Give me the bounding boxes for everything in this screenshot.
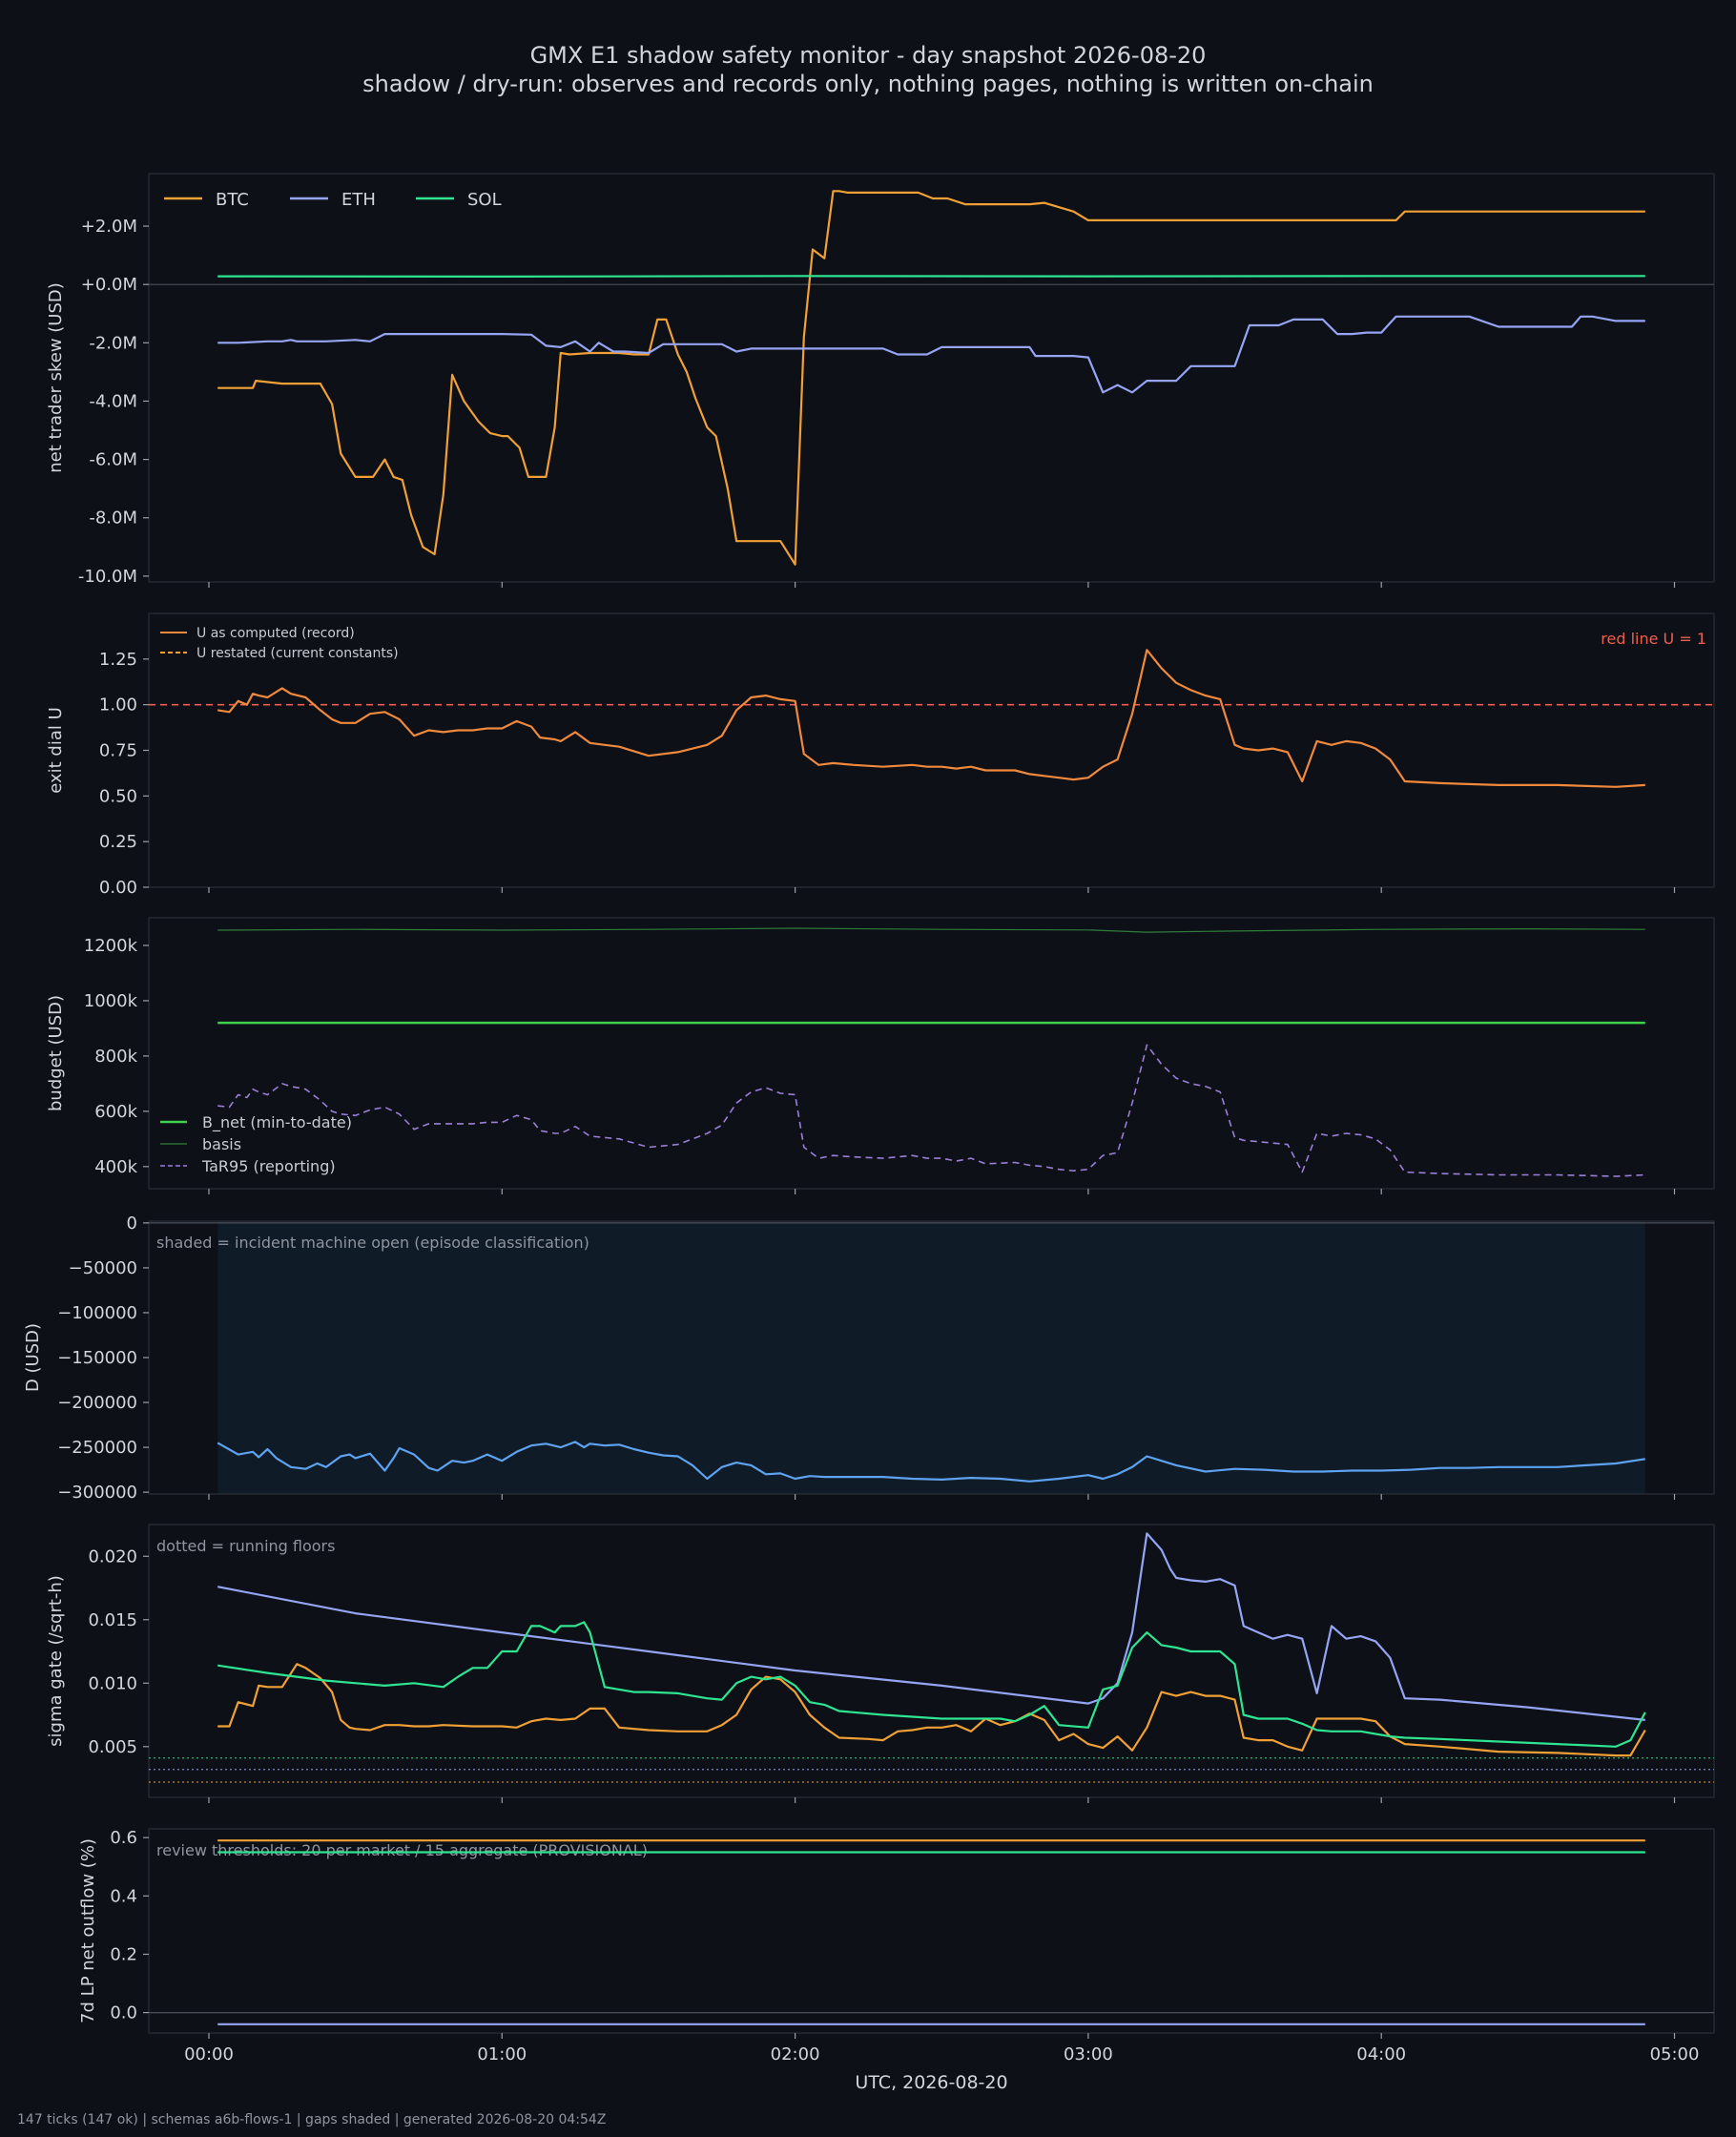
y-axis-label: net trader skew (USD) [46, 282, 66, 473]
panel-annotation: review thresholds: 20 per market / 15 ag… [156, 1841, 648, 1859]
y-tick-label: 400k [94, 1157, 137, 1177]
series-line-sigma-0 [217, 1663, 1646, 1757]
y-tick-label: 0 [127, 1214, 137, 1234]
panel-exit_dial: 0.00 0.25 0.50 0.75 1.00 1.25 exit dial U red l… [46, 612, 1715, 898]
y-tick-label: −50000 [69, 1258, 137, 1278]
y-tick-label: -8.0M [89, 508, 137, 529]
y-tick-label: -6.0M [89, 450, 137, 470]
chart-title: GMX E1 shadow safety monitor - day snaps… [529, 42, 1207, 69]
legend-label: basis [202, 1135, 241, 1153]
legend-label: U as computed (record) [196, 626, 355, 641]
series-line-skew-2 [217, 275, 1645, 278]
series-line-skew-0 [217, 190, 1645, 566]
y-tick-label: 0.75 [99, 741, 137, 761]
panel-sigma: 0.005 0.010 0.015 0.020 sigma gate (/sqrt-h)… [46, 1524, 1715, 1803]
y-tick-label: 0.50 [99, 786, 137, 806]
panel-annotation: shaded = incident machine open (episode … [156, 1234, 589, 1252]
y-tick-label: 1200k [84, 936, 138, 956]
y-tick-label: 0.015 [88, 1610, 137, 1630]
panel-annotation: dotted = running floors [156, 1537, 335, 1555]
series-line-sigma-1 [217, 1532, 1645, 1721]
y-tick-label: 0.2 [110, 1944, 137, 1964]
y-tick-label: 0.6 [110, 1828, 137, 1848]
y-tick-label: −100000 [57, 1303, 137, 1323]
threshold-label: red line U = 1 [1601, 630, 1706, 648]
y-tick-label: 0.010 [88, 1673, 137, 1693]
series-line-sigma-2 [217, 1621, 1646, 1748]
y-tick-label: 0.0 [110, 2003, 137, 2023]
x-tick-label: 02:00 [771, 2044, 820, 2064]
series-line-budget-1 [217, 927, 1645, 933]
y-axis-label: budget (USD) [46, 995, 66, 1111]
x-tick-label: 04:00 [1356, 2044, 1406, 2064]
series-line-budget-2 [217, 1044, 1645, 1177]
series-line-d-0 [217, 1441, 1645, 1483]
legend-label: B_net (min-to-date) [202, 1113, 352, 1132]
y-tick-label: 0.25 [99, 832, 137, 852]
y-tick-label: 0.00 [99, 878, 137, 898]
panel-frame [148, 1828, 1715, 2034]
legend-label: U restated (current constants) [196, 646, 399, 661]
y-tick-label: 1000k [84, 991, 138, 1011]
legend-label: TaR95 (reporting) [201, 1157, 336, 1175]
y-axis-label: 7d LP net outflow (%) [78, 1838, 98, 2023]
y-tick-label: 800k [94, 1047, 137, 1067]
y-axis-label: sigma gate (/sqrt-h) [46, 1575, 66, 1747]
y-tick-label: −300000 [57, 1483, 137, 1503]
header: GMX E1 shadow safety monitor - day snaps… [0, 0, 1736, 114]
legend-label: SOL [467, 190, 502, 210]
y-tick-label: +0.0M [81, 275, 137, 295]
panel-budget: 400k 600k 800k 1000k 1200k budget (USD) B_net … [46, 917, 1715, 1194]
panel-skew: +2.0M +0.0M -2.0M -4.0M -6.0M -8.0M -10.0M net … [46, 173, 1715, 588]
y-axis-label: D (USD) [23, 1323, 43, 1392]
panel-outflow: 0.0 0.2 0.4 0.6 00:00 01:00 02:00 03:00 04:00 05:… [78, 1828, 1715, 2093]
chart-subtitle: shadow / dry-run: observes and records o… [362, 71, 1374, 97]
panel-d: 0 −50000 −100000 −150000 −200000 −250000 −3000… [23, 1214, 1715, 1503]
x-tick-label: 03:00 [1064, 2044, 1113, 2064]
y-tick-label: 0.4 [110, 1886, 137, 1906]
y-tick-label: 1.25 [99, 650, 137, 670]
y-tick-label: −250000 [57, 1438, 137, 1458]
y-axis-label: exit dial U [46, 707, 66, 794]
y-tick-label: +2.0M [81, 217, 137, 237]
panel-frame [148, 173, 1715, 583]
y-tick-label: -4.0M [89, 391, 137, 411]
y-tick-label: -2.0M [89, 333, 137, 353]
panel-frame [148, 917, 1715, 1190]
panel-frame [148, 1524, 1715, 1798]
legend-label: ETH [341, 190, 376, 210]
x-tick-label: 01:00 [477, 2044, 527, 2064]
series-line-skew-1 [217, 315, 1645, 394]
y-tick-label: −200000 [57, 1393, 137, 1413]
y-tick-label: −150000 [57, 1348, 137, 1368]
legend-label: BTC [216, 190, 249, 210]
y-tick-label: -10.0M [78, 567, 137, 587]
y-tick-label: 1.00 [99, 695, 137, 716]
y-tick-label: 600k [94, 1102, 137, 1122]
y-tick-label: 0.020 [88, 1546, 137, 1566]
incident-shade [217, 1221, 1645, 1494]
footer-status: 147 ticks (147 ok) | schemas a6b-flows-1… [17, 2112, 607, 2127]
series-line-exit_dial-0 [217, 649, 1645, 788]
x-axis-label: UTC, 2026-08-20 [855, 2072, 1007, 2093]
x-tick-label: 05:00 [1650, 2044, 1700, 2064]
x-tick-label: 00:00 [184, 2044, 234, 2064]
y-tick-label: 0.005 [88, 1737, 137, 1757]
